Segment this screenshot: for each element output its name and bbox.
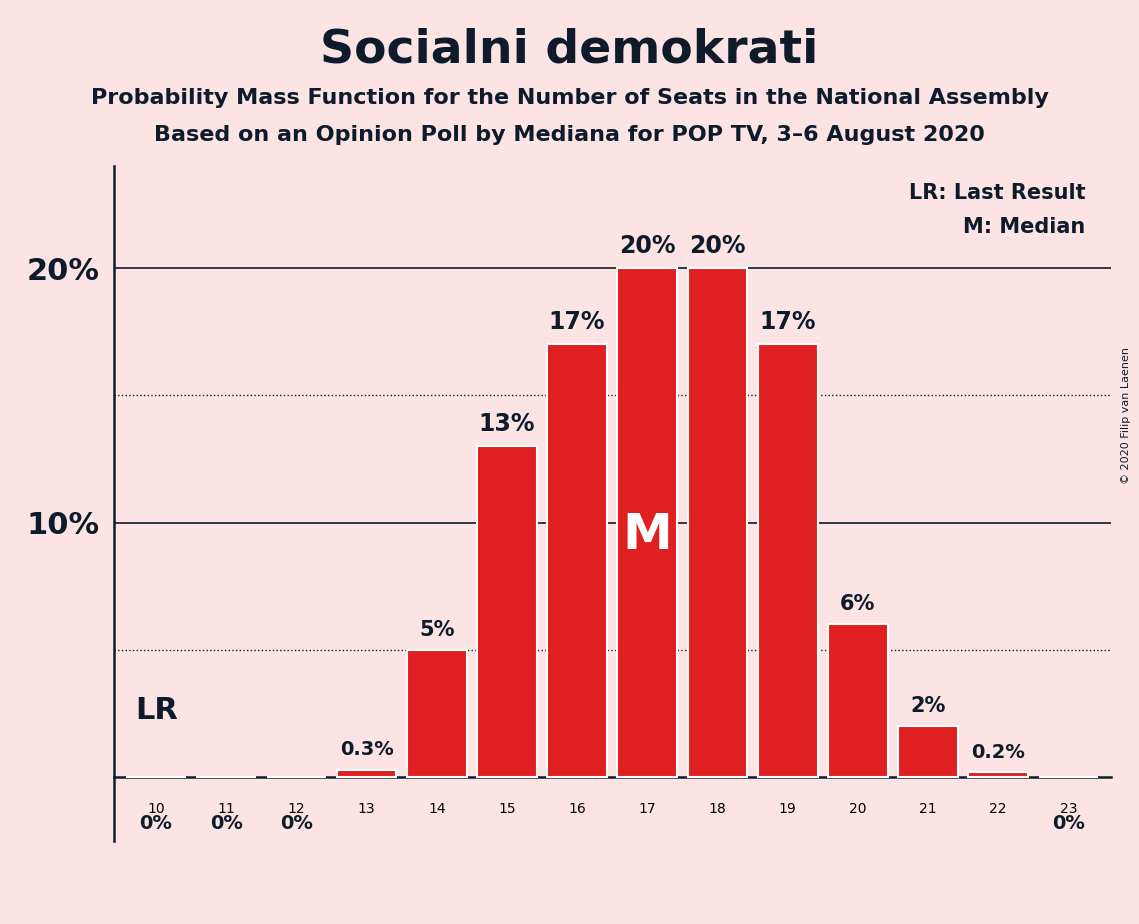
Text: M: M [622,511,672,559]
Text: 17%: 17% [549,310,605,334]
Bar [899,726,958,777]
Text: 17%: 17% [760,310,816,334]
Bar [548,345,607,777]
Text: Socialni demokrati: Socialni demokrati [320,28,819,73]
Text: 20%: 20% [689,234,746,258]
Bar [337,770,396,777]
Text: 0%: 0% [1052,813,1084,833]
Text: M: Median: M: Median [964,217,1085,237]
Bar [828,625,887,777]
Text: 0.3%: 0.3% [339,740,393,760]
Bar [477,446,536,777]
Text: 0%: 0% [140,813,172,833]
Bar [757,345,818,777]
Bar [617,268,677,777]
Bar [407,650,467,777]
Text: 5%: 5% [419,620,454,639]
Text: 0%: 0% [280,813,313,833]
Text: 2%: 2% [910,696,945,716]
Text: 13%: 13% [478,412,535,436]
Text: 20%: 20% [620,234,675,258]
Text: © 2020 Filip van Laenen: © 2020 Filip van Laenen [1121,347,1131,484]
Text: LR: LR [134,696,178,724]
Bar [968,772,1029,777]
Text: 0.2%: 0.2% [972,743,1025,762]
Text: Probability Mass Function for the Number of Seats in the National Assembly: Probability Mass Function for the Number… [91,88,1048,108]
Text: 0%: 0% [210,813,243,833]
Bar [688,268,747,777]
Text: 6%: 6% [841,594,876,614]
Text: LR: Last Result: LR: Last Result [909,183,1085,203]
Text: Based on an Opinion Poll by Mediana for POP TV, 3–6 August 2020: Based on an Opinion Poll by Mediana for … [154,125,985,145]
